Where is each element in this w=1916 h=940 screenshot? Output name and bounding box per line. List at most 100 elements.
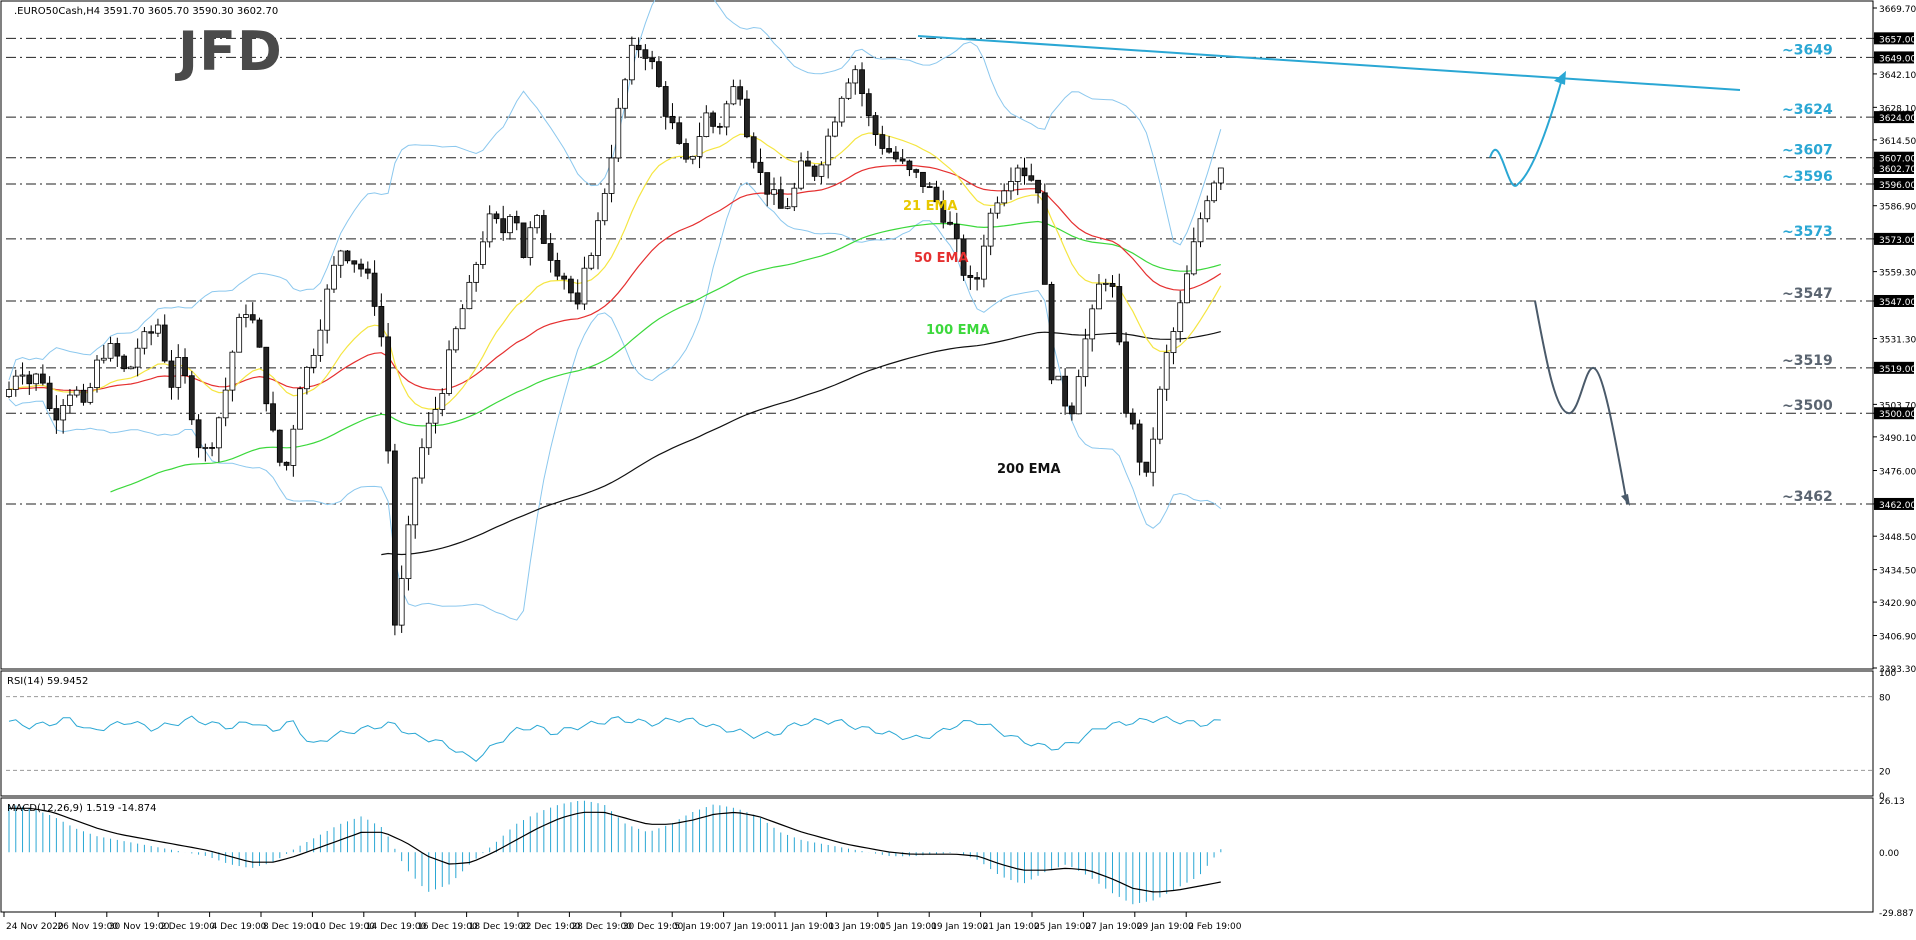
- candle-bear: [1028, 175, 1035, 181]
- horizontal-levels: [6, 37, 1873, 505]
- level-label: ~3500: [1782, 398, 1833, 414]
- candle-bull: [730, 86, 737, 105]
- time-tick-label: 2 Feb 19:00: [1188, 922, 1242, 932]
- candle-bear: [276, 429, 283, 463]
- candle-bull: [595, 220, 601, 256]
- indicator-labels: 21 EMA 50 EMA 100 EMA 200 EMA: [903, 199, 1061, 477]
- candle-bull: [486, 213, 493, 243]
- candle-bear: [540, 215, 547, 244]
- price-tick-label: 3586.90: [1879, 203, 1916, 213]
- candle-bull: [303, 366, 310, 390]
- time-tick-label: 24 Nov 2020: [6, 922, 64, 932]
- time-tick-label: 19 Jan 19:00: [931, 922, 988, 932]
- jfd-logo: JFD: [174, 20, 283, 83]
- candle-bear: [378, 306, 385, 338]
- candle-bear: [209, 447, 216, 449]
- candle-bull: [73, 389, 80, 396]
- candle-bull: [33, 373, 39, 385]
- candle-bull: [229, 351, 236, 391]
- time-tick-label: 5 Jan 19:00: [674, 922, 726, 932]
- candle-bear: [750, 136, 757, 163]
- candle-bear: [764, 172, 771, 195]
- price-tag-bg: [1874, 32, 1914, 45]
- candle-bear: [53, 408, 60, 421]
- time-tick-label: 15 Jan 19:00: [880, 922, 937, 932]
- price-axis: 3669.70 3657.00 3649.00 3642.10 3628.103624.…: [1873, 5, 1916, 675]
- price-tag-bg: [1874, 51, 1914, 64]
- ema21-line: [8, 132, 1222, 410]
- candle-bull: [100, 357, 107, 361]
- candle-bear: [913, 169, 920, 173]
- candle-bear: [547, 243, 554, 261]
- candle-bull: [771, 189, 777, 195]
- candle-bear: [161, 324, 168, 362]
- label-ema21: 21 EMA: [903, 199, 958, 214]
- candle-bull: [412, 477, 419, 526]
- candle-bull: [784, 206, 791, 209]
- candlesticks: [6, 36, 1224, 636]
- bollinger-lower: [8, 181, 1222, 621]
- candle-bull: [473, 264, 480, 283]
- price-tick-label: 3628.10: [1879, 104, 1916, 114]
- candle-bull: [1217, 167, 1224, 184]
- candle-bull: [1102, 283, 1109, 285]
- candle-bull: [987, 212, 994, 247]
- candle-bear: [391, 450, 398, 626]
- candle-bear: [662, 86, 669, 117]
- price-tick-label: 3573.00: [1879, 236, 1916, 246]
- candle-bull: [608, 157, 615, 194]
- candle-bull: [845, 82, 852, 99]
- price-tick-label: 3596.00: [1879, 181, 1916, 191]
- level-label: ~3547: [1782, 286, 1833, 302]
- candle-bear: [182, 357, 188, 377]
- candle-bear: [80, 389, 87, 403]
- candle-bear: [777, 189, 784, 209]
- macd-pane-frame: [0, 797, 1874, 913]
- candle-bear: [500, 218, 507, 234]
- candle-bull: [534, 215, 540, 229]
- price-tick-label: 3462.00: [1879, 501, 1916, 511]
- macd-tick-label: -29.887: [1879, 909, 1914, 919]
- candle-bull: [1055, 375, 1062, 381]
- price-tick-label: 3393.30: [1879, 665, 1916, 675]
- candle-bear: [892, 151, 899, 160]
- price-tick-label: 3503.70: [1879, 401, 1916, 411]
- time-tick-label: 28 Dec 19:00: [571, 922, 632, 932]
- candle-bear: [811, 165, 818, 177]
- candle-bear: [960, 238, 967, 276]
- candle-bull: [425, 422, 432, 449]
- time-tick-label: 13 Jan 19:00: [828, 922, 885, 932]
- candle-bear: [656, 61, 662, 87]
- macd-signal-line: [9, 807, 1221, 893]
- level-label: ~3462: [1782, 489, 1833, 505]
- candle-bull: [1170, 331, 1177, 354]
- price-tick-label: 3669.70: [1879, 5, 1916, 15]
- symbol-header: .EURO50Cash,H4 3591.70 3605.70 3590.30 3…: [14, 6, 278, 17]
- candle-bull: [141, 331, 148, 349]
- price-tick-label: 3614.50: [1879, 137, 1916, 147]
- level-label: ~3519: [1782, 353, 1833, 369]
- candle-bear: [270, 403, 276, 431]
- candle-bull: [1008, 181, 1014, 192]
- candle-bull: [405, 524, 412, 580]
- level-label: ~3596: [1782, 169, 1833, 185]
- candle-bull: [980, 245, 987, 280]
- price-tag-bg: [1874, 151, 1914, 164]
- candle-bear: [683, 143, 689, 160]
- candle-bull: [446, 349, 452, 394]
- candle-bull: [324, 288, 331, 331]
- price-tick-label: 3607.00: [1879, 155, 1916, 165]
- candle-bear: [283, 461, 290, 466]
- time-tick-label: 7 Jan 19:00: [726, 922, 778, 932]
- scenario-up-arrowhead: [1554, 70, 1566, 85]
- price-tag-bg: [1874, 111, 1914, 124]
- candle-bull: [202, 447, 209, 449]
- candle-bear: [859, 69, 865, 95]
- candle-bear: [561, 275, 568, 280]
- level-label: ~3573: [1782, 224, 1833, 240]
- candle-bull: [1184, 273, 1190, 304]
- candle-bear: [886, 148, 892, 153]
- candle-bear: [1143, 461, 1150, 473]
- time-tick-label: 11 Jan 19:00: [777, 922, 834, 932]
